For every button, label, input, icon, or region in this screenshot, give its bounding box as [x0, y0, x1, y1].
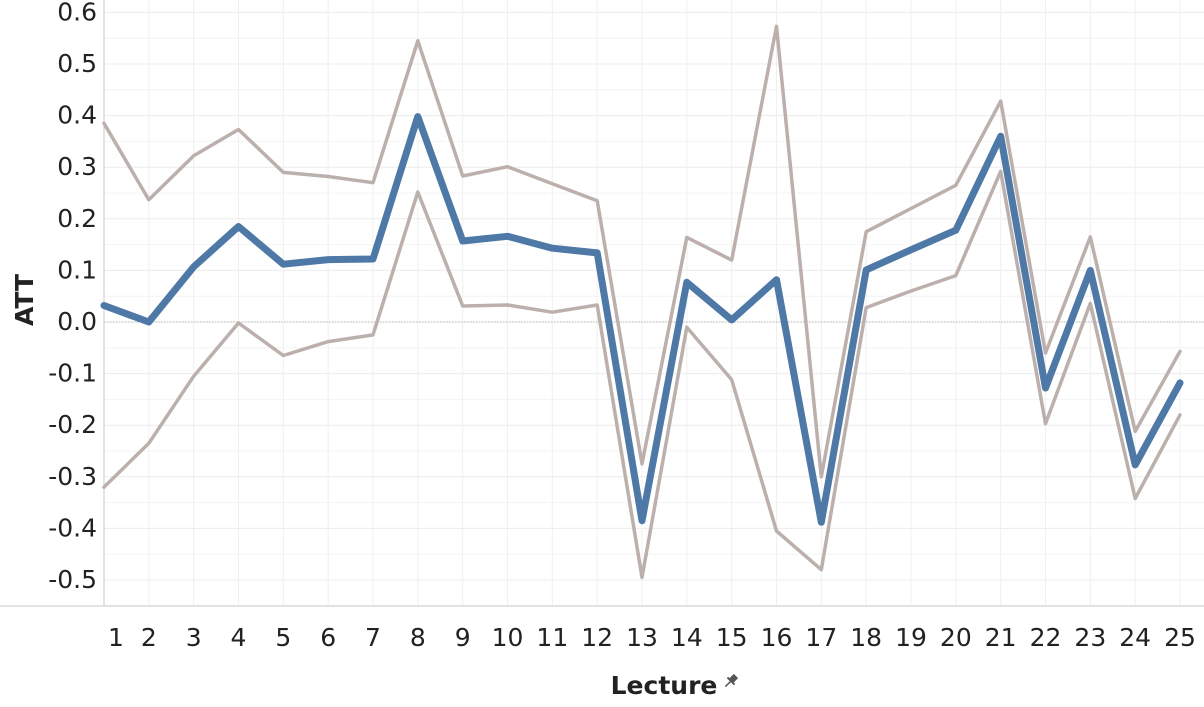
- y-tick-label: -0.3: [48, 462, 97, 491]
- x-tick-label: 7: [365, 623, 381, 652]
- series-line-estimate: [100, 113, 1184, 526]
- y-tick-label: 0.6: [57, 0, 97, 26]
- sort-pin-icon[interactable]: [722, 673, 740, 691]
- x-tick-label: 8: [410, 623, 426, 652]
- x-tick-label: 25: [1164, 623, 1196, 652]
- x-tick-label: 9: [455, 623, 471, 652]
- y-tick-label: 0.2: [57, 204, 97, 233]
- series-lines: [100, 24, 1184, 580]
- x-tick-label: 5: [275, 623, 291, 652]
- x-tick-label: 23: [1074, 623, 1106, 652]
- x-tick-label: 21: [985, 623, 1017, 652]
- x-tick-label: 17: [805, 623, 837, 652]
- series-line-upper-bound: [102, 24, 1182, 479]
- x-tick-label: 19: [895, 623, 927, 652]
- x-tick-label: 20: [940, 623, 972, 652]
- x-tick-label: 6: [320, 623, 336, 652]
- x-tick-label: 16: [761, 623, 793, 652]
- y-tick-label: 0.3: [57, 152, 97, 181]
- x-axis-label: Lecture: [611, 671, 718, 700]
- x-tick-label: 2: [141, 623, 157, 652]
- y-tick-label: 0.4: [57, 101, 97, 130]
- y-axis-label: ATT: [10, 274, 39, 326]
- x-tick-label: 11: [536, 623, 568, 652]
- x-tick-label: 1: [108, 623, 124, 652]
- x-tick-label: 18: [850, 623, 882, 652]
- x-axis-ticks: 1 2 3 4 5 6 7 8 9 10 11 12 13 14 15 16 17 18 19 20 21 22 23 24 2…: [108, 623, 1196, 652]
- y-tick-label: -0.5: [48, 565, 97, 594]
- y-tick-label: -0.2: [48, 410, 97, 439]
- y-tick-label: -0.1: [48, 359, 97, 388]
- x-tick-label: 12: [581, 623, 613, 652]
- x-tick-label: 13: [626, 623, 658, 652]
- y-tick-label: -0.4: [48, 513, 97, 542]
- y-tick-label: 0.5: [57, 49, 97, 78]
- y-axis-ticks: 0.6 0.5 0.4 0.3 0.2 0.1 0.0 -0.1 -0.2 -0.3 -0.4 -0.…: [48, 0, 97, 594]
- x-tick-label: 22: [1030, 623, 1062, 652]
- x-tick-label: 10: [492, 623, 524, 652]
- x-tick-label: 4: [231, 623, 247, 652]
- x-tick-label: 15: [716, 623, 748, 652]
- x-tick-label: 3: [186, 623, 202, 652]
- x-tick-label: 24: [1119, 623, 1151, 652]
- y-tick-label: 0.0: [57, 307, 97, 336]
- series-line-lower-bound: [102, 169, 1182, 580]
- y-tick-label: 0.1: [57, 255, 97, 284]
- x-tick-label: 14: [671, 623, 703, 652]
